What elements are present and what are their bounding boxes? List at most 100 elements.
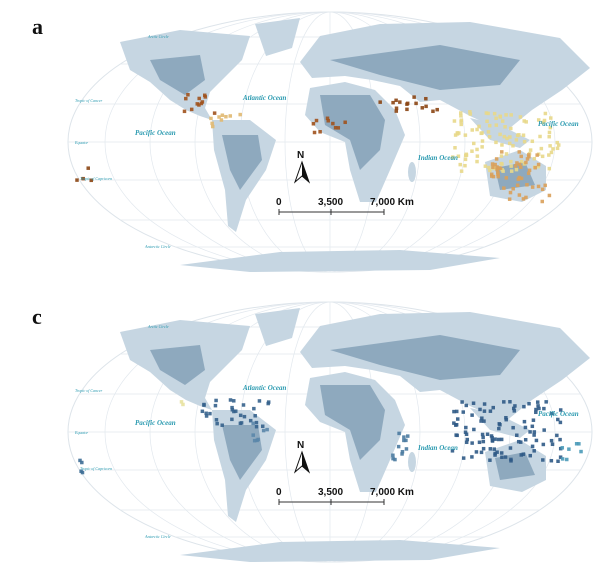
hotspot-cell bbox=[391, 100, 395, 105]
hotspot-cell bbox=[241, 403, 246, 407]
hotspot-cell bbox=[204, 411, 208, 416]
hotspot-cell bbox=[504, 176, 509, 180]
land-interior bbox=[150, 345, 205, 385]
hotspot-cell bbox=[463, 430, 468, 434]
hotspot-cell bbox=[541, 458, 545, 462]
scale-label: 0 bbox=[276, 197, 282, 208]
panel-label: a bbox=[32, 14, 43, 39]
land bbox=[255, 18, 300, 56]
scale-label: 3,500 bbox=[318, 197, 343, 208]
hotspot-cell bbox=[470, 413, 474, 417]
hotspot-cell bbox=[549, 438, 554, 443]
hotspot-cell bbox=[480, 145, 484, 149]
hotspot-cell bbox=[75, 178, 79, 182]
hotspot-cell bbox=[532, 433, 536, 437]
hotspot-cell bbox=[498, 166, 503, 170]
hotspot-cell bbox=[400, 449, 405, 454]
hotspot-cell bbox=[548, 144, 552, 148]
hotspot-cell bbox=[542, 406, 546, 411]
scale-label: 3,500 bbox=[318, 487, 343, 498]
hotspot-cell bbox=[500, 455, 504, 460]
hotspot-cell bbox=[518, 165, 523, 169]
hotspot-cell bbox=[558, 455, 563, 459]
hotspot-cell bbox=[507, 197, 512, 201]
hotspot-cell bbox=[509, 164, 513, 168]
hotspot-cell bbox=[452, 421, 456, 425]
hotspot-cell bbox=[531, 418, 536, 422]
map-panel: c Arctic Circle Tropic of Cancer Equator Tro… bbox=[32, 301, 593, 563]
hotspot-cell bbox=[454, 433, 458, 437]
hotspot-cell bbox=[500, 143, 504, 147]
hotspot-cell bbox=[488, 409, 493, 413]
hotspot-cell bbox=[488, 447, 493, 451]
hotspot-cell bbox=[530, 139, 535, 144]
hotspot-cell bbox=[402, 438, 406, 443]
land-interior bbox=[222, 425, 262, 480]
scale-label: 0 bbox=[276, 487, 282, 498]
hotspot-cell bbox=[238, 413, 243, 418]
hotspot-cell bbox=[478, 407, 482, 412]
hotspot-cell bbox=[464, 403, 469, 408]
hotspot-cell bbox=[486, 111, 490, 116]
hotspot-cell bbox=[233, 409, 238, 413]
indian-ocean: Indian Ocean bbox=[417, 444, 458, 452]
hotspot-cell bbox=[537, 406, 541, 411]
hotspot-cell bbox=[557, 143, 561, 147]
hotspot-cell bbox=[514, 167, 519, 172]
tropic-of-capricorn: Tropic of Capricorn bbox=[80, 466, 112, 471]
arctic-circle: Arctic Circle bbox=[147, 324, 169, 329]
hotspot-cell bbox=[579, 449, 583, 454]
hotspot-cell bbox=[311, 122, 316, 126]
hotspot-cell bbox=[184, 96, 188, 101]
hotspot-cell bbox=[483, 164, 488, 168]
hotspot-cell bbox=[464, 440, 469, 445]
hotspot-cell bbox=[477, 124, 481, 129]
hotspot-cell bbox=[494, 123, 499, 127]
hotspot-cell bbox=[450, 155, 455, 159]
hotspot-cell bbox=[480, 131, 484, 135]
hotspot-cell bbox=[490, 162, 495, 166]
hotspot-cell bbox=[470, 149, 474, 153]
hotspot-cell bbox=[549, 458, 554, 463]
hotspot-cell bbox=[197, 96, 201, 101]
hotspot-cell bbox=[435, 107, 439, 112]
land-interior bbox=[330, 335, 520, 380]
hotspot-cell bbox=[454, 423, 458, 427]
hotspot-cell bbox=[523, 437, 528, 442]
hotspot-cell bbox=[394, 106, 399, 110]
hotspot-cell bbox=[540, 154, 545, 159]
hotspot-cell bbox=[530, 444, 535, 449]
antarctic-circle: Antarctic Circle bbox=[144, 534, 171, 539]
hotspot-cell bbox=[420, 106, 425, 110]
hotspot-cell bbox=[493, 437, 497, 441]
hotspot-cell bbox=[547, 130, 552, 135]
hotspot-cell bbox=[517, 133, 521, 137]
hotspot-cell bbox=[491, 165, 495, 169]
land-interior bbox=[222, 135, 262, 190]
hotspot-cell bbox=[544, 400, 548, 404]
land-interior bbox=[495, 452, 535, 480]
hotspot-cell bbox=[391, 456, 395, 461]
hotspot-cell bbox=[455, 417, 460, 421]
hotspot-cell bbox=[523, 425, 528, 430]
hotspot-cell bbox=[479, 450, 484, 455]
hotspot-cell bbox=[532, 156, 537, 161]
antarctic-circle: Antarctic Circle bbox=[144, 244, 171, 249]
hotspot-cell bbox=[482, 409, 487, 413]
hotspot-cell bbox=[536, 118, 541, 122]
hotspot-cell bbox=[492, 447, 496, 451]
hotspot-cell bbox=[452, 119, 457, 123]
hotspot-cell bbox=[528, 430, 532, 434]
hotspot-cell bbox=[481, 446, 486, 451]
hotspot-cell bbox=[475, 147, 479, 152]
hotspot-cell bbox=[485, 432, 490, 437]
hotspot-cell bbox=[491, 405, 495, 410]
hotspot-cell bbox=[550, 411, 554, 416]
hotspot-cell bbox=[519, 154, 523, 159]
hotspot-cell bbox=[547, 193, 552, 198]
hotspot-cell bbox=[455, 131, 460, 135]
hotspot-cell bbox=[477, 440, 482, 445]
hotspot-cell bbox=[404, 447, 409, 451]
hotspot-cell bbox=[535, 400, 540, 404]
